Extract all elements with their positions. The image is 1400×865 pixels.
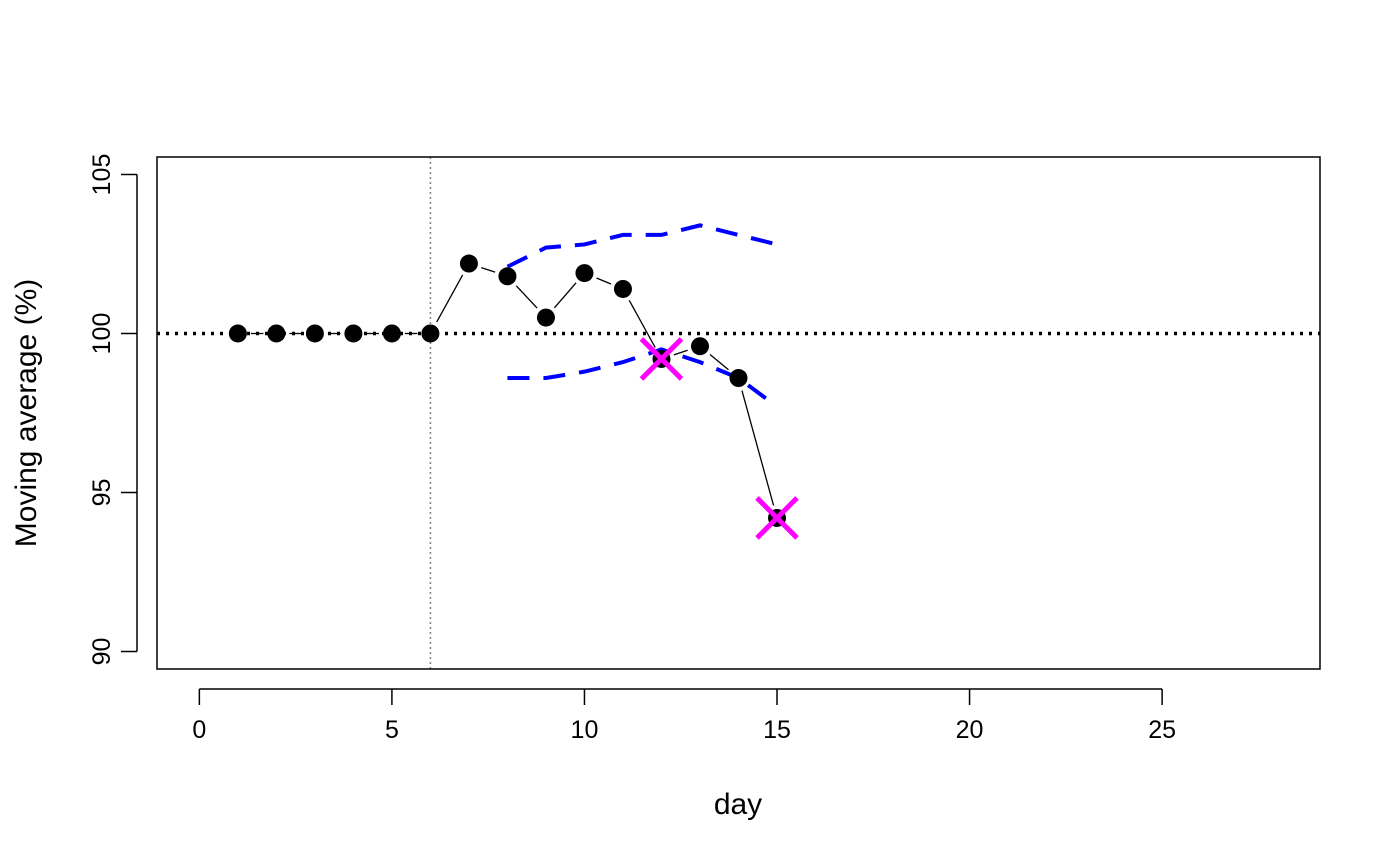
outlier-x-stroke	[639, 337, 684, 381]
data-point	[459, 254, 478, 273]
plot-frame	[156, 156, 1321, 670]
data-point	[498, 267, 517, 286]
y-axis-title: Moving average (%)	[10, 279, 43, 547]
series-segment	[596, 277, 612, 285]
x-tick-label: 0	[192, 716, 206, 744]
series-segment	[709, 353, 729, 371]
x-tick-label: 10	[571, 716, 599, 744]
x-tick-label: 20	[956, 716, 984, 744]
outlier-x-marker	[639, 337, 684, 381]
data-point	[382, 324, 401, 343]
series-segment	[436, 274, 464, 323]
data-point	[421, 324, 440, 343]
confidence-band-line-1	[506, 223, 778, 269]
y-tick-label: 105	[88, 154, 116, 196]
data-point	[536, 308, 555, 327]
x-axis-title: day	[714, 788, 762, 821]
data-point	[575, 264, 594, 283]
data-point	[305, 324, 324, 343]
series-segment	[553, 282, 577, 309]
y-tick-label: 95	[88, 479, 116, 507]
plot-layer	[157, 157, 1320, 669]
outlier-x-stroke	[755, 496, 799, 540]
series-segment	[673, 349, 688, 356]
data-point	[228, 324, 247, 343]
series-segment	[628, 300, 656, 348]
series-segment	[481, 266, 496, 273]
series-segment	[515, 285, 538, 309]
series-segment	[741, 390, 775, 506]
y-tick-label: 90	[88, 638, 116, 666]
x-tick-label: 25	[1148, 716, 1176, 744]
data-point	[729, 369, 748, 388]
x-tick-label: 5	[385, 716, 399, 744]
x-tick-label: 15	[763, 716, 791, 744]
axis-layer: 0 5 10 15 20 25 90 95 100 105	[88, 154, 1176, 744]
data-point	[344, 324, 363, 343]
data-point	[267, 324, 286, 343]
data-point	[613, 279, 632, 298]
outlier-x-marker	[755, 496, 799, 540]
data-point	[690, 337, 709, 356]
y-tick-label: 100	[88, 313, 116, 355]
